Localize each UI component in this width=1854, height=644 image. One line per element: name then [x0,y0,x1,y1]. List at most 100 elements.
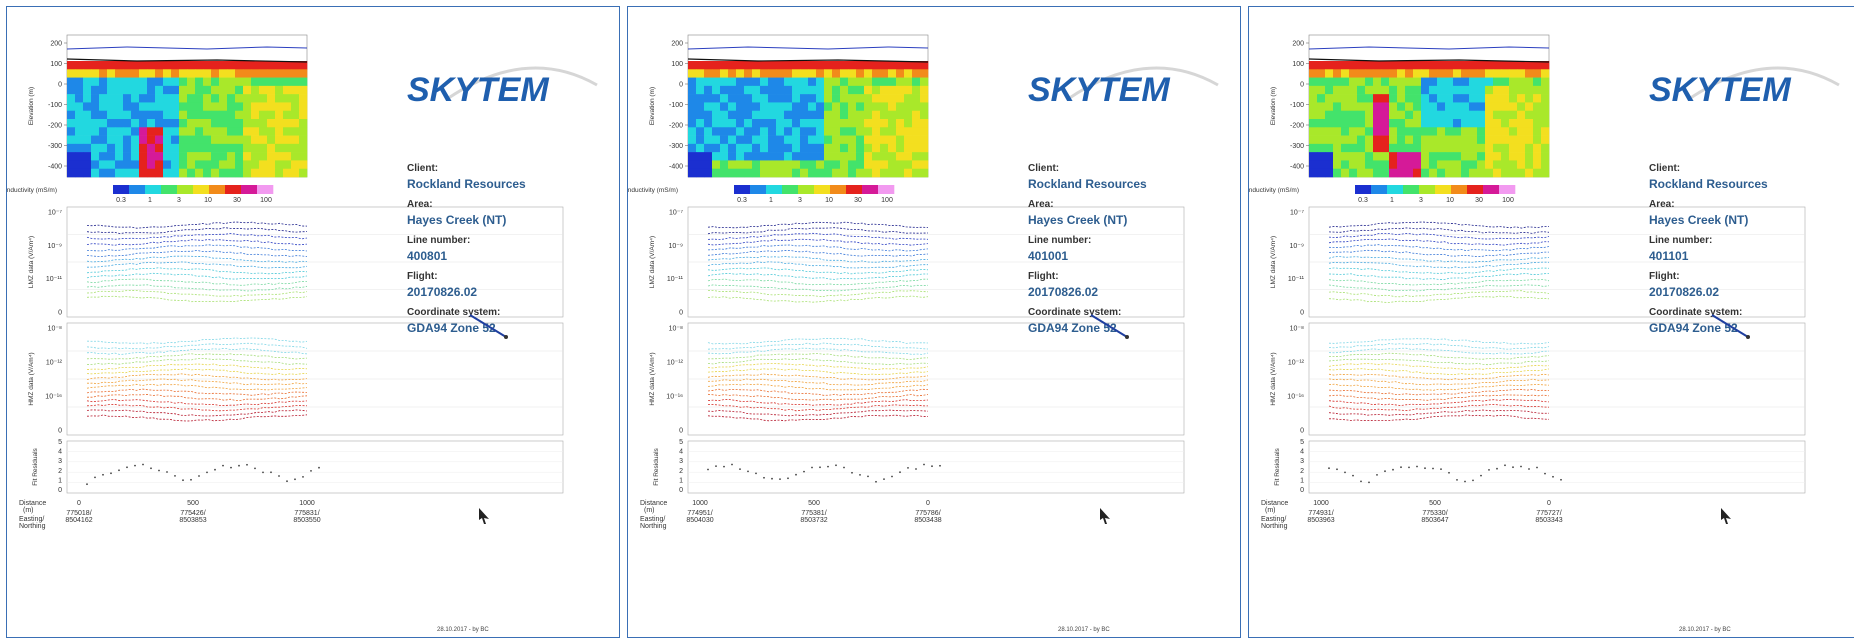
section-cell [227,152,236,161]
section-cell [808,85,817,95]
section-ytick-label: 0 [679,82,683,89]
section-cell [1445,135,1454,145]
distance-unit: (m) [23,507,34,514]
colorbar-tick-label: 10 [1446,197,1454,204]
section-cell [1533,110,1542,120]
section-cell [888,110,897,120]
section-cell [784,85,793,95]
section-cell [203,77,212,87]
section-cell [75,94,84,103]
section-cell [808,102,817,112]
colorbar-tick-label: 30 [1475,197,1483,204]
section-cell [1461,61,1470,70]
section-cell [1429,69,1438,78]
section-cell [896,69,905,78]
section-cell [91,135,100,145]
section-cell [1373,152,1382,161]
section-cell [1341,85,1350,95]
section-cell [1405,168,1414,178]
section-cell [123,152,132,161]
section-cell [1501,168,1510,178]
section-cell [816,94,825,103]
section-cell [267,110,276,120]
residual-ytick-label: 5 [58,439,62,446]
section-cell [251,102,260,112]
section-cell [1325,127,1334,136]
decay-series-line [707,244,929,252]
info-value: Hayes Creek (NT) [1028,213,1128,227]
section-cell [1493,143,1502,153]
section-cell [171,61,180,70]
section-cell [1413,110,1422,120]
section-cell [1437,61,1446,70]
easting-tick-label: 775381/ [801,510,826,517]
section-cell [896,127,905,136]
colorbar-tick-label: 10 [825,197,833,204]
section-cell [1373,168,1382,178]
section-cell [131,127,140,136]
decay-series-line [707,353,929,360]
section-cell [856,61,865,70]
section-cell [1365,77,1374,87]
section-cell [1437,77,1446,87]
section-cell [259,119,268,128]
section-cell [115,143,124,153]
section-cell [856,119,865,128]
section-cell [99,143,108,153]
decay-series-line [86,368,308,376]
section-cell [800,85,809,95]
residual-point [1448,471,1450,474]
section-cell [864,94,873,103]
section-cell [856,69,865,78]
flight-line-trace [1090,314,1128,338]
section-cell [171,135,180,145]
section-cell [171,168,180,178]
easting-label: Easting/ [1261,516,1286,523]
residual-point [1488,469,1490,471]
section-cell [275,69,284,78]
section-cell [139,168,148,178]
section-cell [1317,85,1326,95]
section-cell [1477,85,1486,95]
section-cell [91,94,100,103]
section-cell [251,143,260,153]
residual-point [1376,474,1378,476]
section-cell [728,152,737,161]
section-cell [1325,110,1334,120]
decay-series-line [1328,279,1550,286]
residual-ytick-label: 4 [1300,449,1304,456]
section-cell [75,102,84,112]
section-cell [1389,135,1398,145]
section-cell [720,152,729,161]
section-cell [848,135,857,145]
section-cell [1381,127,1390,136]
decay-ylabel: LMZ data (V/Am⁴) [1270,236,1277,288]
section-cell [267,61,276,70]
section-cell [1493,110,1502,120]
section-cell [259,85,268,95]
section-cell [1485,94,1494,103]
section-cell [880,77,889,87]
section-cell [123,168,132,178]
section-cell [1381,135,1390,145]
section-cell [1325,102,1334,112]
colorbar-tick-label: 0.3 [737,197,747,204]
section-cell [1509,61,1518,70]
colorbar-swatch [1499,185,1516,194]
section-cell [195,160,204,170]
section-cell [83,119,92,128]
section-cell [1325,119,1334,128]
section-cell [712,94,721,103]
decay-ytick-label: 10⁻¹⁶ [666,394,683,401]
residual-point [1352,474,1354,477]
section-cell [1349,160,1358,170]
section-cell [1325,69,1334,78]
northing-tick-label: 8503550 [293,517,320,524]
section-cell [83,110,92,120]
flight-line-trace [469,314,507,338]
section-cell [155,152,164,161]
section-cell [1357,127,1366,136]
section-cell [832,61,841,70]
section-cell [880,127,889,136]
section-cell [1429,152,1438,161]
